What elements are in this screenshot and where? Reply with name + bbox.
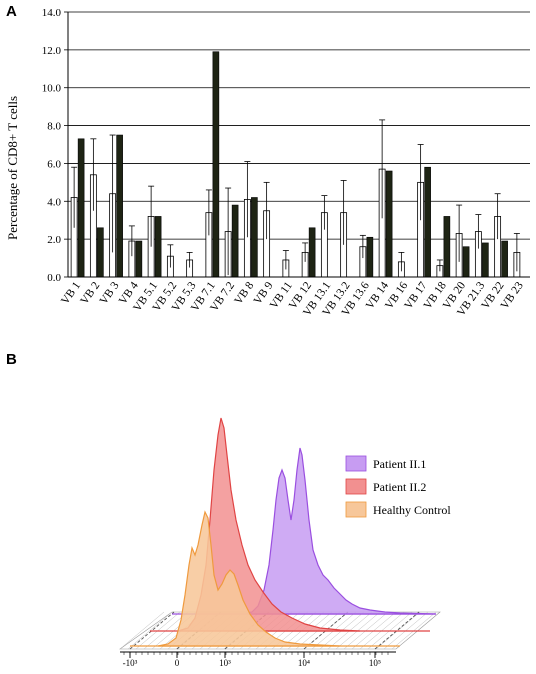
- histogram-x-ticks: [123, 652, 389, 658]
- y-tick-label: 14.0: [42, 7, 62, 19]
- bar-control: [231, 204, 239, 278]
- y-tick-label: 6.0: [47, 158, 61, 170]
- panel-b-label: B: [6, 351, 17, 368]
- curve-healthy-control: [157, 510, 341, 647]
- legend: Patient II.1 Patient II.2 Healthy Contro…: [345, 455, 451, 518]
- y-tick-label: 10.0: [42, 83, 62, 95]
- legend-swatch-healthy-control: [345, 501, 367, 518]
- curve-patient-ii1: [244, 447, 437, 615]
- floor-grid-line: [119, 611, 165, 650]
- bar-control: [116, 134, 123, 278]
- x-tick-label-0: 0: [175, 658, 180, 668]
- bar-control: [482, 242, 489, 278]
- legend-swatch-patient-ii1: [345, 455, 367, 472]
- legend-label-healthy-control: Healthy Control: [373, 503, 451, 517]
- x-tick-label-1e5: 10⁵: [369, 658, 381, 668]
- bars: [70, 51, 521, 278]
- y-axis-label: Percentage of CD8+ T cells: [5, 96, 20, 240]
- bar-control: [424, 166, 431, 278]
- grid-lines: [64, 11, 530, 278]
- bar-control: [501, 240, 508, 278]
- bar-control: [135, 240, 143, 278]
- floor-major-line: [303, 611, 349, 650]
- error-bars: [71, 119, 520, 276]
- bar-control: [366, 236, 374, 278]
- bar-control: [77, 138, 85, 278]
- y-tick-label: 8.0: [47, 121, 61, 133]
- legend-label-patient-ii2: Patient II.2: [373, 480, 426, 494]
- histogram-healthy-control: [130, 510, 400, 647]
- y-tick-label: 2.0: [47, 234, 61, 246]
- floor-major-line: [129, 611, 175, 650]
- panel-a-label: A: [6, 3, 17, 20]
- bar-control: [385, 170, 393, 278]
- bar-control: [443, 216, 451, 278]
- category-label: VB 1: [59, 280, 83, 307]
- legend-swatch-patient-ii2: [345, 478, 367, 495]
- category-label: VB 3: [98, 280, 122, 307]
- bar-control: [251, 197, 258, 278]
- category-labels: VB 1VB 2VB 3VB 4VB 5.1VB 5.2VB 5.3VB 7.1…: [59, 280, 526, 319]
- legend-label-patient-ii1: Patient II.1: [373, 457, 426, 471]
- category-label: VB 2: [78, 280, 102, 307]
- x-tick-label-neg-1e3: -10³: [123, 658, 138, 668]
- x-tick-label-1e3: 10³: [219, 658, 231, 668]
- bar-control: [212, 51, 220, 278]
- bar-control: [97, 227, 104, 278]
- x-tick-label-1e4: 10⁴: [298, 658, 310, 668]
- y-tick-labels: 0.0 2.0 4.0 6.0 8.0 10.0 12.0 14.0: [42, 7, 62, 284]
- y-tick-label: 12.0: [42, 45, 62, 57]
- y-tick-label: 4.0: [47, 196, 61, 208]
- bar-control: [154, 216, 162, 278]
- bar-control: [308, 227, 316, 278]
- category-label: VB 8: [232, 280, 256, 307]
- histogram-x-tick-labels: -10³ 0 10³ 10⁴ 10⁵: [123, 658, 381, 668]
- floor-major-line: [374, 611, 420, 650]
- y-tick-label: 0.0: [47, 272, 61, 284]
- bar-control: [462, 246, 470, 278]
